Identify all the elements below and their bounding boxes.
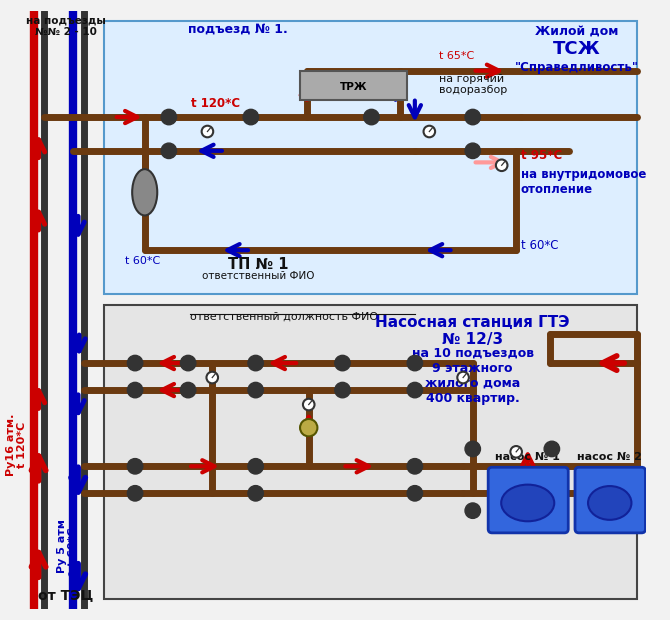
FancyBboxPatch shape [105, 305, 636, 600]
Circle shape [407, 355, 423, 371]
Text: t 65*С: t 65*С [439, 51, 474, 61]
Text: Ру16 атм.
t 120*С: Ру16 атм. t 120*С [5, 414, 27, 476]
Circle shape [161, 109, 177, 125]
Text: на внутридомовое
отопление: на внутридомовое отопление [521, 168, 647, 196]
Text: ТСЖ: ТСЖ [553, 40, 601, 58]
Circle shape [127, 459, 143, 474]
Text: на горячий
водоразбор: на горячий водоразбор [439, 74, 507, 95]
Text: t 120*С: t 120*С [191, 97, 240, 110]
Circle shape [335, 383, 350, 398]
Circle shape [243, 109, 259, 125]
Circle shape [544, 441, 559, 457]
Ellipse shape [588, 486, 631, 520]
Text: t 60*С: t 60*С [521, 239, 559, 252]
Text: на 10 подъездов
9 этажного
жилого дома
400 квартир.: на 10 подъездов 9 этажного жилого дома 4… [412, 347, 534, 405]
Circle shape [248, 355, 263, 371]
Circle shape [407, 485, 423, 501]
Circle shape [202, 126, 213, 137]
Circle shape [465, 109, 480, 125]
Ellipse shape [132, 169, 157, 216]
Circle shape [248, 383, 263, 398]
Text: t 95*С: t 95*С [521, 149, 562, 162]
Circle shape [407, 459, 423, 474]
Circle shape [180, 383, 196, 398]
Circle shape [206, 372, 218, 383]
Circle shape [127, 383, 143, 398]
Circle shape [127, 355, 143, 371]
FancyBboxPatch shape [488, 467, 568, 533]
Text: Ру 5 атм
t 60*С: Ру 5 атм t 60*С [57, 520, 78, 574]
Ellipse shape [501, 485, 554, 521]
Circle shape [458, 372, 469, 383]
Text: ответственный должность ФИО: ответственный должность ФИО [190, 312, 378, 322]
Circle shape [127, 485, 143, 501]
Circle shape [180, 355, 196, 371]
Text: Жилой дом: Жилой дом [535, 24, 618, 37]
Circle shape [161, 143, 177, 159]
Text: на подъезды
№№ 2 - 10: на подъезды №№ 2 - 10 [25, 16, 106, 37]
Text: подъезд № 1.: подъезд № 1. [188, 22, 288, 35]
Text: ТРЖ: ТРЖ [340, 82, 367, 92]
Text: насос № 2: насос № 2 [578, 453, 642, 463]
Circle shape [423, 126, 435, 137]
Text: "Справедливость": "Справедливость" [515, 61, 639, 74]
Circle shape [300, 419, 318, 436]
Text: насос № 1: насос № 1 [495, 453, 560, 463]
Text: от ТЭЦ: от ТЭЦ [38, 588, 93, 602]
Circle shape [248, 459, 263, 474]
Circle shape [364, 109, 379, 125]
Circle shape [465, 503, 480, 518]
Circle shape [496, 159, 507, 171]
Text: ответственный ФИО: ответственный ФИО [202, 272, 315, 281]
Text: Насосная станция ГТЭ
№ 12/3: Насосная станция ГТЭ № 12/3 [375, 315, 570, 347]
Circle shape [407, 383, 423, 398]
Text: ТП № 1: ТП № 1 [228, 257, 289, 272]
Circle shape [465, 441, 480, 457]
Circle shape [465, 143, 480, 159]
Circle shape [248, 485, 263, 501]
FancyBboxPatch shape [105, 20, 636, 294]
Circle shape [303, 399, 314, 410]
Circle shape [511, 446, 522, 458]
Circle shape [335, 355, 350, 371]
FancyBboxPatch shape [300, 71, 407, 100]
Text: t 60*С: t 60*С [125, 256, 160, 266]
FancyBboxPatch shape [575, 467, 645, 533]
